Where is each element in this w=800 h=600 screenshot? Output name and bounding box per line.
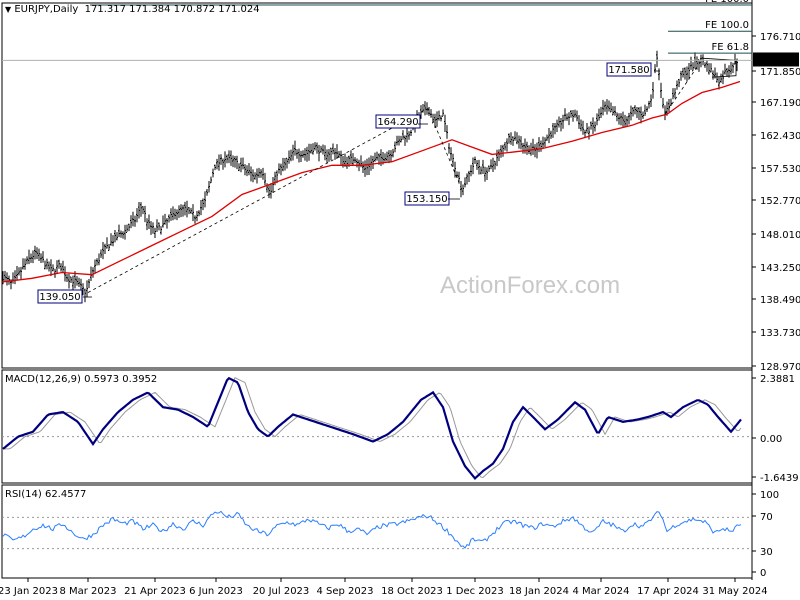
macd-tick-label: 0.00	[760, 434, 782, 445]
swing-label-text: 164.290	[377, 117, 418, 128]
x-tick-label: 17 Apr 2024	[637, 586, 699, 597]
x-tick-label: 4 Sep 2023	[316, 586, 373, 597]
fib-level-label: FE 100.0	[705, 0, 749, 5]
rsi-line	[2, 510, 742, 549]
price-tick-label: 148.010	[760, 230, 800, 241]
x-tick-label: 1 Dec 2023	[446, 586, 504, 597]
swing-label-box	[375, 114, 421, 129]
trendline	[87, 108, 429, 293]
x-tick-label: 23 Jan 2023	[0, 586, 58, 597]
trendline	[427, 108, 463, 190]
moving-average-line	[1, 80, 741, 283]
macd-line	[2, 376, 742, 481]
rsi-label: RSI(14) 62.4577	[5, 489, 87, 500]
price-panel	[1, 2, 753, 369]
rsi-tick-label: 100	[760, 490, 779, 501]
macd-tick-label: 2.3881	[760, 374, 795, 385]
swing-label-box	[404, 191, 450, 206]
macd-tick-label: -1.6439	[760, 473, 799, 484]
swing-label-box	[606, 62, 652, 77]
macd-panel	[1, 369, 753, 484]
price-tick-label: 176.710	[760, 32, 800, 43]
rsi-tick-label: 70	[760, 512, 773, 523]
x-tick-label: 21 Apr 2023	[124, 586, 186, 597]
symbol-label: EURJPY,Daily	[14, 4, 79, 15]
x-tick-label: 4 Mar 2024	[572, 586, 629, 597]
rsi-panel	[1, 484, 753, 579]
header: ▼ EURJPY,Daily 171.317 171.384 170.872 1…	[5, 4, 260, 15]
x-tick-label: 20 Jul 2023	[253, 586, 310, 597]
x-tick-label: 18 Oct 2023	[381, 586, 443, 597]
price-tick-label: 167.190	[760, 98, 800, 109]
x-tick-label: 18 Jan 2024	[509, 586, 569, 597]
price-tick-label: 171.850	[760, 67, 800, 78]
current-price-box	[753, 52, 799, 67]
x-tick-label: 8 Mar 2023	[59, 586, 116, 597]
macd-label: MACD(12,26,9) 0.5973 0.3952	[5, 374, 158, 385]
price-tick-label: 152.770	[760, 196, 800, 207]
price-tick-label: 143.250	[760, 263, 800, 274]
x-tick-label: 31 May 2024	[702, 586, 767, 597]
fib-level-label: FE 100.0	[705, 20, 749, 31]
price-tick-label: 128.970	[760, 362, 800, 373]
watermark: ActionForex.com	[440, 272, 621, 299]
trendline	[664, 59, 703, 115]
price-tick-label: 157.530	[760, 164, 800, 175]
fib-level-label: FE 61.8	[711, 42, 749, 53]
rsi-tick-label: 30	[760, 547, 773, 558]
price-tick-label: 133.730	[760, 328, 800, 339]
swing-label-box	[37, 289, 83, 304]
macd-signal-line	[3, 377, 742, 479]
rsi-tick-label: 0	[760, 568, 766, 579]
swing-label-text: 153.150	[406, 194, 447, 205]
price-tick-label: 162.430	[760, 131, 800, 142]
price-tick-label: 138.490	[760, 295, 800, 306]
swing-label-text: 139.050	[39, 292, 80, 303]
swing-label-text: 171.580	[608, 65, 649, 76]
collapse-triangle-icon[interactable]: ▼	[5, 5, 12, 14]
current-price-label: 171.024	[755, 55, 796, 66]
wedge-pattern	[701, 57, 737, 78]
ohlc-readout: 171.317 171.384 170.872 171.024	[84, 4, 260, 15]
x-tick-label: 6 Jun 2023	[189, 586, 243, 597]
